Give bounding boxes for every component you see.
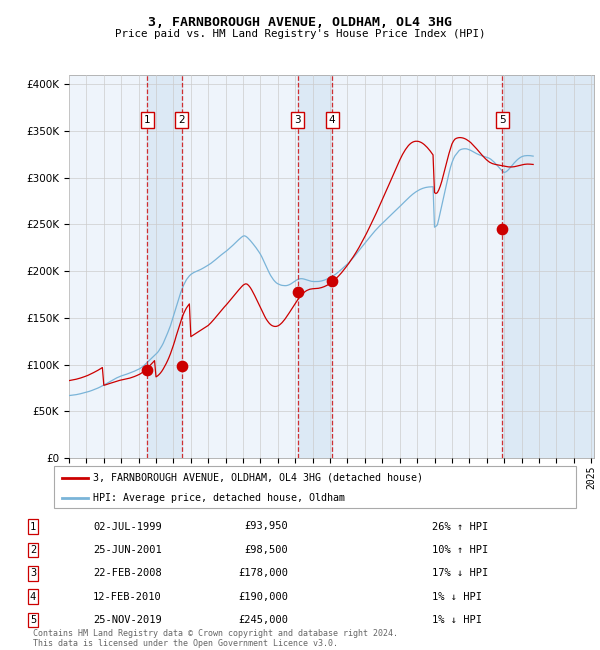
Text: 22-FEB-2008: 22-FEB-2008 bbox=[93, 568, 162, 578]
Text: 3: 3 bbox=[295, 114, 301, 125]
FancyBboxPatch shape bbox=[54, 466, 576, 508]
Point bbox=[177, 361, 187, 371]
Text: 1% ↓ HPI: 1% ↓ HPI bbox=[432, 592, 482, 602]
Text: £190,000: £190,000 bbox=[238, 592, 288, 602]
Text: 25-NOV-2019: 25-NOV-2019 bbox=[93, 615, 162, 625]
Text: 17% ↓ HPI: 17% ↓ HPI bbox=[432, 568, 488, 578]
Text: 25-JUN-2001: 25-JUN-2001 bbox=[93, 545, 162, 555]
Text: £98,500: £98,500 bbox=[244, 545, 288, 555]
Bar bbox=[147, 75, 182, 458]
Text: 2: 2 bbox=[30, 545, 36, 555]
Text: £178,000: £178,000 bbox=[238, 568, 288, 578]
Text: 1: 1 bbox=[144, 114, 151, 125]
Text: HPI: Average price, detached house, Oldham: HPI: Average price, detached house, Oldh… bbox=[93, 493, 345, 502]
Text: 26% ↑ HPI: 26% ↑ HPI bbox=[432, 521, 488, 532]
Point bbox=[327, 276, 337, 286]
Point bbox=[293, 287, 302, 297]
Text: Contains HM Land Registry data © Crown copyright and database right 2024.
This d: Contains HM Land Registry data © Crown c… bbox=[33, 629, 398, 648]
Text: 10% ↑ HPI: 10% ↑ HPI bbox=[432, 545, 488, 555]
Text: £93,950: £93,950 bbox=[244, 521, 288, 532]
Text: 5: 5 bbox=[499, 114, 506, 125]
Text: 02-JUL-1999: 02-JUL-1999 bbox=[93, 521, 162, 532]
Text: 4: 4 bbox=[329, 114, 335, 125]
Text: 3: 3 bbox=[30, 568, 36, 578]
Text: 5: 5 bbox=[30, 615, 36, 625]
Bar bbox=[502, 75, 594, 458]
Text: 1: 1 bbox=[30, 521, 36, 532]
Point bbox=[497, 224, 507, 234]
Bar bbox=[298, 75, 332, 458]
Point bbox=[142, 365, 152, 376]
Text: 12-FEB-2010: 12-FEB-2010 bbox=[93, 592, 162, 602]
Text: £245,000: £245,000 bbox=[238, 615, 288, 625]
Text: 2: 2 bbox=[178, 114, 185, 125]
Text: 1% ↓ HPI: 1% ↓ HPI bbox=[432, 615, 482, 625]
Text: Price paid vs. HM Land Registry's House Price Index (HPI): Price paid vs. HM Land Registry's House … bbox=[115, 29, 485, 39]
Text: 3, FARNBOROUGH AVENUE, OLDHAM, OL4 3HG (detached house): 3, FARNBOROUGH AVENUE, OLDHAM, OL4 3HG (… bbox=[93, 473, 423, 483]
Text: 4: 4 bbox=[30, 592, 36, 602]
Text: 3, FARNBOROUGH AVENUE, OLDHAM, OL4 3HG: 3, FARNBOROUGH AVENUE, OLDHAM, OL4 3HG bbox=[148, 16, 452, 29]
